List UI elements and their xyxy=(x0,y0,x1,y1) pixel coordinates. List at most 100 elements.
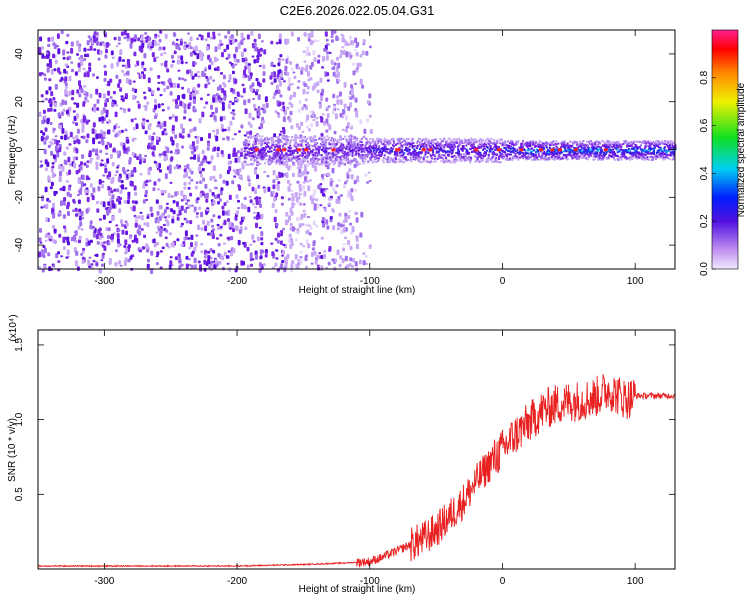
spectrogram-cell xyxy=(151,52,155,58)
spectrogram-cell xyxy=(494,142,497,145)
spectrogram-cell xyxy=(332,66,336,70)
spectrogram-cell xyxy=(472,144,475,147)
spectrogram-cell xyxy=(325,55,329,61)
spectrogram-cell xyxy=(124,247,128,254)
spectrogram-cell xyxy=(193,246,197,252)
spectrogram-cell xyxy=(83,85,87,88)
spectrogram-cell xyxy=(65,256,69,259)
spectrogram-cell xyxy=(177,253,181,257)
spectrogram-cell xyxy=(289,226,293,231)
spectrogram-cell xyxy=(275,41,279,45)
spectrogram-cell xyxy=(103,42,107,47)
spectrogram-cell xyxy=(321,113,325,116)
spectrogram-cell xyxy=(269,75,273,80)
spectrogram-cell xyxy=(45,135,49,140)
spectrogram-cell xyxy=(291,172,295,177)
spectrogram-cell xyxy=(170,63,174,68)
spectrogram-cell xyxy=(50,150,54,156)
spectrogram-cell xyxy=(159,125,163,129)
spectrogram-cell xyxy=(348,148,351,151)
spectrogram-cell xyxy=(351,226,355,233)
spectrogram-cell xyxy=(119,88,123,92)
spectrogram-cell xyxy=(108,220,112,224)
spectrogram-cell xyxy=(316,203,320,209)
spectrogram-cell xyxy=(320,188,324,194)
spectrogram-cell xyxy=(463,138,466,141)
spectrogram-cell xyxy=(153,57,157,62)
spectrogram-cell xyxy=(187,46,191,49)
spectrogram-cell xyxy=(253,136,256,139)
spectrogram-cell xyxy=(154,115,157,120)
spectrogram-cell xyxy=(257,49,261,55)
spectrogram-cell xyxy=(277,181,281,185)
spectrogram-cell xyxy=(221,52,224,58)
spectrogram-cell xyxy=(232,227,235,233)
spectrogram-cell xyxy=(201,111,205,118)
spectrogram-cell xyxy=(318,163,320,166)
spectrogram-cell xyxy=(230,111,234,114)
spectrogram-cell xyxy=(164,60,168,63)
spectrogram-cell xyxy=(358,149,360,152)
spectrogram-cell xyxy=(278,33,282,40)
spectrogram-cell xyxy=(150,146,154,150)
spectrogram-cell xyxy=(411,146,414,149)
spectrogram-cell xyxy=(403,161,406,163)
spectrogram-cell xyxy=(525,152,528,155)
spectrogram-cell xyxy=(298,157,301,160)
spectrogram-cell xyxy=(173,50,177,55)
spectrogram-cell xyxy=(369,138,372,141)
spectrogram-cell xyxy=(533,153,536,156)
spectrogram-cell xyxy=(153,181,157,186)
spectrogram-cell xyxy=(81,250,85,254)
spectrogram-cell xyxy=(597,158,600,161)
spectrogram-cell xyxy=(67,210,70,217)
spectrogram-cell xyxy=(193,154,196,160)
spectrogram-cell xyxy=(110,50,114,56)
spectrogram-cell xyxy=(183,217,187,221)
spectrogram-cell xyxy=(282,128,286,135)
spectrogram-cell xyxy=(113,100,117,105)
spectrogram-cell xyxy=(491,156,494,159)
spectrogram-cell xyxy=(261,135,264,138)
spectrogram-cell xyxy=(208,57,212,63)
spectrogram-cell xyxy=(196,37,200,41)
spectrogram-cell xyxy=(299,256,303,259)
spectrogram-cell xyxy=(580,157,583,160)
spectrogram-cell xyxy=(306,156,309,159)
spectrogram-cell xyxy=(299,259,303,265)
spectrogram-cell xyxy=(88,256,92,259)
spectrogram-cell xyxy=(418,144,421,147)
spectrogram-cell xyxy=(443,146,446,149)
spectrogram-cell xyxy=(299,202,303,206)
spectrogram-cell xyxy=(301,171,305,176)
spectrogram-cell xyxy=(52,128,56,131)
spectrogram-cell xyxy=(385,140,388,143)
spectrogram-cell xyxy=(355,243,359,250)
spectrogram-cell xyxy=(385,139,388,142)
spectrogram-cell xyxy=(340,33,344,36)
spectrogram-cell xyxy=(552,140,555,143)
spectrogram-cell xyxy=(208,188,212,193)
spectrogram-cell xyxy=(155,199,159,204)
spectrogram-cell xyxy=(500,153,503,156)
spectrogram-cell xyxy=(487,153,490,156)
spectrogram-cell xyxy=(312,161,315,164)
spectrogram-cell xyxy=(587,158,589,161)
spectrogram-cell xyxy=(362,252,366,255)
spectrogram-cell xyxy=(204,83,208,89)
spectrogram-cell xyxy=(197,224,200,231)
spectrogram-cell xyxy=(550,151,553,154)
spectrogram-cell xyxy=(323,190,327,193)
spectrogram-cell xyxy=(423,155,426,158)
spectrogram-cell xyxy=(277,62,281,67)
spectrogram-cell xyxy=(253,38,257,43)
spectrogram-cell xyxy=(250,87,254,92)
spectrogram-cell xyxy=(238,168,242,173)
spectrogram-cell xyxy=(563,156,566,159)
spectrogram-cell xyxy=(89,45,93,51)
spectrogram-cell xyxy=(163,128,167,132)
spectrogram-cell xyxy=(64,86,68,89)
spectrogram-cell xyxy=(167,106,170,110)
spectrogram-cell xyxy=(297,217,300,221)
spectrogram-cell xyxy=(376,154,379,157)
